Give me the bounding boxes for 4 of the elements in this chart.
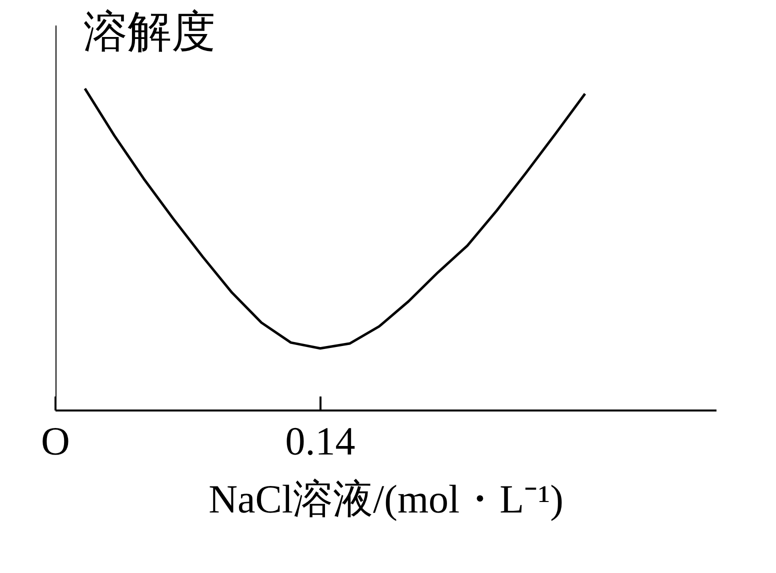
- x-axis-title: NaCl溶液/(mol・L⁻¹): [208, 476, 564, 522]
- x-tick-label: O: [41, 418, 70, 464]
- x-tick-label: 0.14: [285, 418, 356, 464]
- y-axis-title: 溶解度: [84, 8, 216, 56]
